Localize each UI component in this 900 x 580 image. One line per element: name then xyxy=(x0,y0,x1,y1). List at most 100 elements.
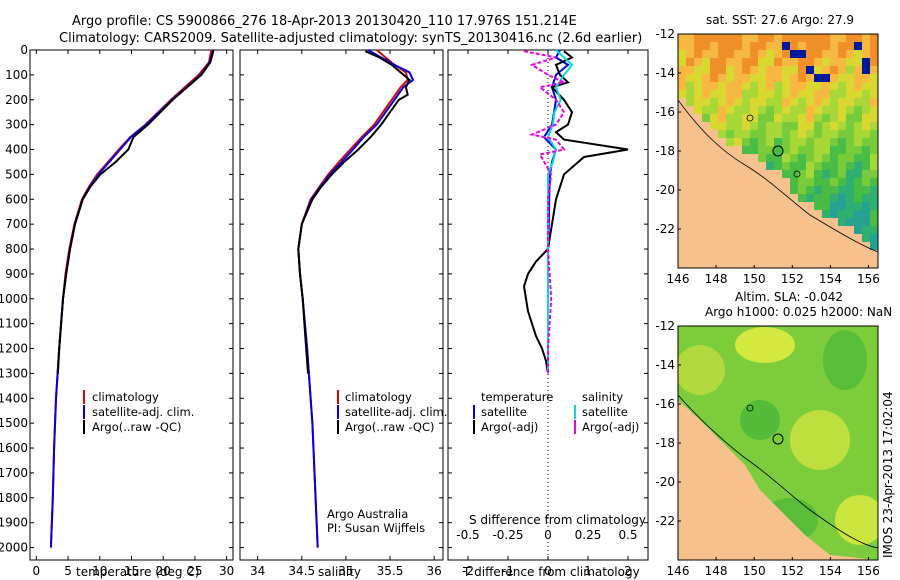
sst-cell xyxy=(822,42,830,50)
y-tick-label: 1600 xyxy=(0,441,28,455)
sst-cell xyxy=(862,106,870,114)
sla-high xyxy=(835,495,878,545)
sst-cell xyxy=(742,98,750,106)
sst-cell xyxy=(846,42,854,50)
sst-cell xyxy=(846,106,854,114)
island-outline xyxy=(746,404,754,412)
sst-cell xyxy=(854,138,862,146)
x-tick-label: 34 xyxy=(250,564,265,578)
sst-cell xyxy=(694,42,702,50)
y-tick-label: -22 xyxy=(655,514,675,528)
x-tick-label: 35 xyxy=(338,564,353,578)
sst-cell xyxy=(838,42,846,50)
sst-cell xyxy=(710,50,718,58)
sst-cell xyxy=(862,234,870,242)
sst-cell xyxy=(702,66,710,74)
figure-title-line1: Argo profile: CS 5900866_276 18-Apr-2013… xyxy=(72,14,577,29)
sst-cell xyxy=(870,66,878,74)
salinity-panel: 34 34.5 35 35.5 36 xyxy=(240,49,443,578)
sst-cell xyxy=(742,114,750,122)
sst-cell xyxy=(862,154,870,162)
sst-cell xyxy=(838,90,846,98)
sla-high xyxy=(735,327,795,363)
sst-cell xyxy=(838,194,846,202)
sst-cell xyxy=(870,106,878,114)
sst-cell xyxy=(830,58,838,66)
legend-label-climatology: climatology xyxy=(92,390,159,404)
sst-cell xyxy=(686,50,694,58)
sst-cell xyxy=(686,98,694,106)
sst-cell xyxy=(774,82,782,90)
sst-cell xyxy=(726,98,734,106)
sst-cell xyxy=(702,98,710,106)
y-tick-label: -18 xyxy=(655,144,675,158)
sst-cell xyxy=(870,226,878,234)
legend-label-argo: Argo(..raw -QC) xyxy=(92,420,182,434)
sst-cell xyxy=(726,130,734,138)
sst-cell xyxy=(710,98,718,106)
sst-cell xyxy=(814,114,822,122)
sst-cell xyxy=(830,138,838,146)
sst-cell xyxy=(862,146,870,154)
sst-cell xyxy=(782,82,790,90)
sst-cell xyxy=(742,58,750,66)
sst-cell xyxy=(846,138,854,146)
difference-legend: temperature salinity satellite Argo(-adj… xyxy=(469,390,646,527)
sst-cell xyxy=(694,74,702,82)
sst-cell xyxy=(790,74,798,82)
sst-cell xyxy=(854,162,862,170)
sst-map-title: sat. SST: 27.6 Argo: 27.9 xyxy=(706,13,854,27)
sst-cell xyxy=(702,74,710,82)
y-tick-label: 2000 xyxy=(0,541,28,555)
sst-cell xyxy=(822,66,830,74)
sst-cell xyxy=(854,74,862,82)
sst-cell xyxy=(814,82,822,90)
sst-cell xyxy=(790,58,798,66)
sst-cell xyxy=(854,66,862,74)
sst-cell xyxy=(846,82,854,90)
sst-cell xyxy=(678,42,686,50)
sst-cell xyxy=(766,74,774,82)
sst-cell xyxy=(774,50,782,58)
sst-cell xyxy=(806,122,814,130)
sst-cell xyxy=(710,58,718,66)
y-tick-label: 1400 xyxy=(0,391,28,405)
sst-cell xyxy=(862,130,870,138)
x-tick-label: 2 xyxy=(624,564,632,578)
sst-cell xyxy=(694,50,702,58)
s-tick-label: 0.5 xyxy=(618,528,637,542)
sst-cell xyxy=(702,114,710,122)
sst-cell xyxy=(862,122,870,130)
x-tick-label: 154 xyxy=(819,272,842,286)
sst-cell xyxy=(782,58,790,66)
sst-cell xyxy=(854,98,862,106)
sst-cell xyxy=(718,122,726,130)
sst-cell xyxy=(862,82,870,90)
sst-cell xyxy=(758,114,766,122)
sst-cell xyxy=(766,50,774,58)
sst-cell xyxy=(798,90,806,98)
y-tick-label: 800 xyxy=(5,242,28,256)
sst-cell xyxy=(758,74,766,82)
land xyxy=(678,400,878,560)
sst-cell xyxy=(726,74,734,82)
y-tick-label: 900 xyxy=(5,267,28,281)
sst-cell xyxy=(686,90,694,98)
sst-cell xyxy=(798,66,806,74)
sst-cell xyxy=(862,218,870,226)
y-tick-label: 100 xyxy=(5,68,28,82)
sst-cell xyxy=(782,170,790,178)
sst-cell xyxy=(870,82,878,90)
sla-high xyxy=(678,345,725,395)
sst-cell xyxy=(838,154,846,162)
sst-cell xyxy=(838,122,846,130)
y-tick-label: -22 xyxy=(655,222,675,236)
sst-cell xyxy=(870,34,878,42)
sst-cell xyxy=(822,58,830,66)
sst-cell xyxy=(806,146,814,154)
sst-cell xyxy=(726,66,734,74)
sst-cell xyxy=(830,74,838,82)
x-tick-label: 34.5 xyxy=(288,564,315,578)
series-line-s-satellite xyxy=(546,49,574,374)
sst-cell xyxy=(766,114,774,122)
